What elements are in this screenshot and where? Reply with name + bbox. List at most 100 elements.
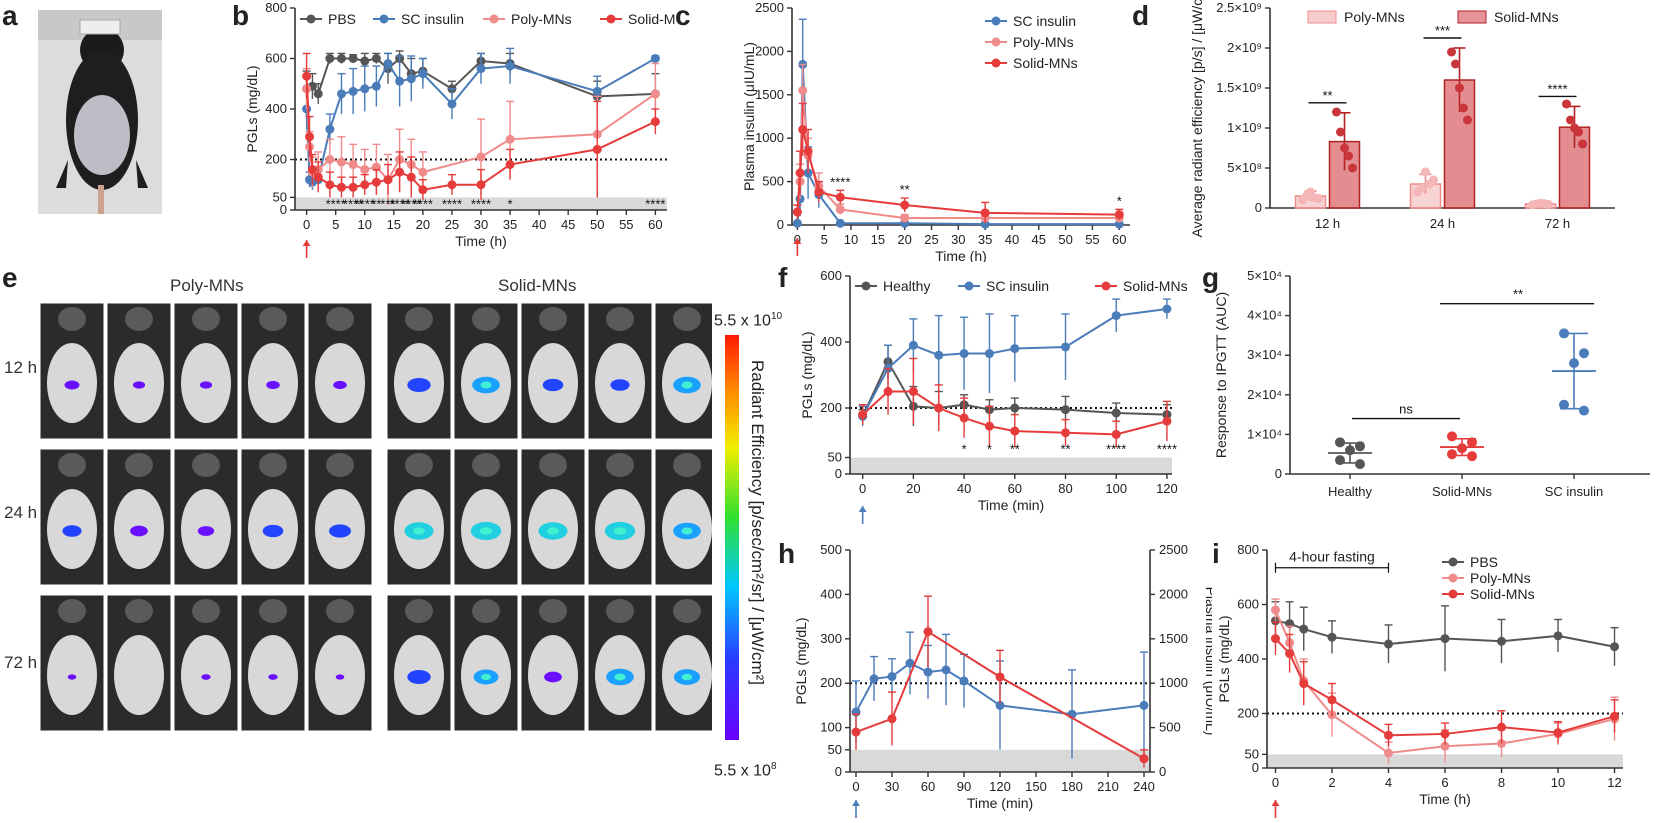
mouse-head (192, 453, 220, 477)
legend-label: SC insulin (1013, 13, 1076, 29)
data-point (1336, 127, 1345, 137)
data-point (980, 208, 990, 218)
data-point (383, 59, 393, 69)
y-axis-label: PGLs (mg/dL) (793, 617, 809, 704)
data-point (1467, 451, 1477, 462)
data-point (887, 714, 897, 724)
data-point (1010, 426, 1020, 436)
x-category-label: 24 h (1430, 216, 1455, 231)
y-tick-label: 0 (1252, 760, 1259, 775)
data-point (959, 676, 969, 686)
fluorescence-signal (407, 669, 431, 685)
data-point (934, 403, 944, 413)
mouse-head (58, 307, 86, 331)
x-axis-label: Time (h) (935, 248, 987, 262)
x-tick-label: 20 (897, 232, 911, 247)
fluorescence-core (547, 527, 559, 535)
x-tick-label: 150 (1025, 779, 1047, 794)
data-point (1578, 139, 1587, 149)
data-point (814, 187, 824, 197)
legend-marker (306, 14, 316, 24)
y-tick-label: 800 (265, 0, 287, 15)
bar (1443, 79, 1476, 209)
x-tick-label: 4 (1385, 775, 1392, 790)
data-point (1162, 416, 1172, 426)
mouse-belly (114, 635, 164, 715)
legend-label: Solid-MNs (1470, 586, 1535, 602)
significance-mark: **** (830, 174, 850, 189)
mouse-head (192, 599, 220, 623)
data-point (406, 74, 416, 84)
data-point (1383, 730, 1393, 740)
y-axis-label: PGLs (mg/dL) (244, 65, 260, 152)
shaded-band (850, 749, 1150, 772)
mouse-head (405, 599, 433, 623)
legend-marker (991, 58, 1001, 68)
data-point (1061, 405, 1071, 415)
significance-mark: * (508, 197, 513, 212)
mouse-head (125, 307, 153, 331)
data-point (395, 167, 405, 177)
data-point (1061, 428, 1071, 438)
panel-letter-c: c (675, 0, 691, 31)
series-line (861, 359, 1167, 417)
data-point (1459, 103, 1468, 113)
data-point (505, 61, 515, 71)
x-tick-label: 210 (1097, 779, 1119, 794)
data-point (1421, 167, 1430, 177)
data-point (1440, 741, 1450, 751)
data-point (476, 64, 486, 74)
data-point (1270, 634, 1280, 644)
x-tick-label: 80 (1058, 481, 1072, 496)
y-tick-label: 3×10⁴ (1247, 347, 1282, 362)
y-tick-label: 500 (762, 174, 784, 189)
data-point (900, 200, 910, 210)
row-label-12h: 12 h (4, 358, 38, 377)
y-tick-label: 600 (265, 51, 287, 66)
fasting-label: 4-hour fasting (1289, 549, 1375, 565)
legend-marker (991, 16, 1001, 26)
y-tick-label: 1500 (755, 87, 784, 102)
fluorescence-core (681, 527, 693, 535)
data-point (1348, 163, 1357, 173)
data-point (1061, 342, 1071, 352)
mouse-head (673, 307, 701, 331)
data-point (307, 165, 317, 175)
data-point (337, 157, 346, 167)
data-point (360, 165, 370, 175)
data-point (1114, 210, 1124, 220)
significance-mark: **** (355, 197, 375, 212)
data-point (984, 349, 994, 359)
mouse-head (606, 453, 634, 477)
mouse-head (326, 307, 354, 331)
x-tick-label: 10 (1551, 775, 1565, 790)
data-point (1562, 99, 1571, 109)
mouse-head (58, 599, 86, 623)
x-tick-label: 6 (1441, 775, 1448, 790)
data-point (1340, 143, 1349, 153)
data-point (650, 117, 660, 127)
mouse-head (539, 307, 567, 331)
y-right-tick-label: 1500 (1159, 631, 1188, 646)
series-line (862, 390, 1168, 436)
significance-mark: *** (380, 197, 395, 212)
x-axis-label: Time (h) (1419, 791, 1471, 807)
panel-letter-i: i (1212, 538, 1220, 569)
data-point (795, 168, 805, 178)
data-point (934, 350, 944, 360)
data-point (798, 125, 808, 135)
arrow-head (858, 506, 867, 512)
data-point (371, 177, 381, 187)
legend-swatch (1457, 10, 1487, 24)
data-point (1440, 729, 1450, 739)
data-point (348, 160, 358, 170)
fluorescence-signal (329, 524, 351, 538)
shaded-band (850, 457, 1172, 474)
legend-label: Healthy (883, 278, 930, 294)
y-tick-label: 200 (820, 400, 842, 415)
fluorescence-core (480, 381, 492, 389)
x-tick-label: 10 (844, 232, 858, 247)
data-point (1417, 183, 1426, 193)
x-tick-label: 90 (957, 779, 971, 794)
